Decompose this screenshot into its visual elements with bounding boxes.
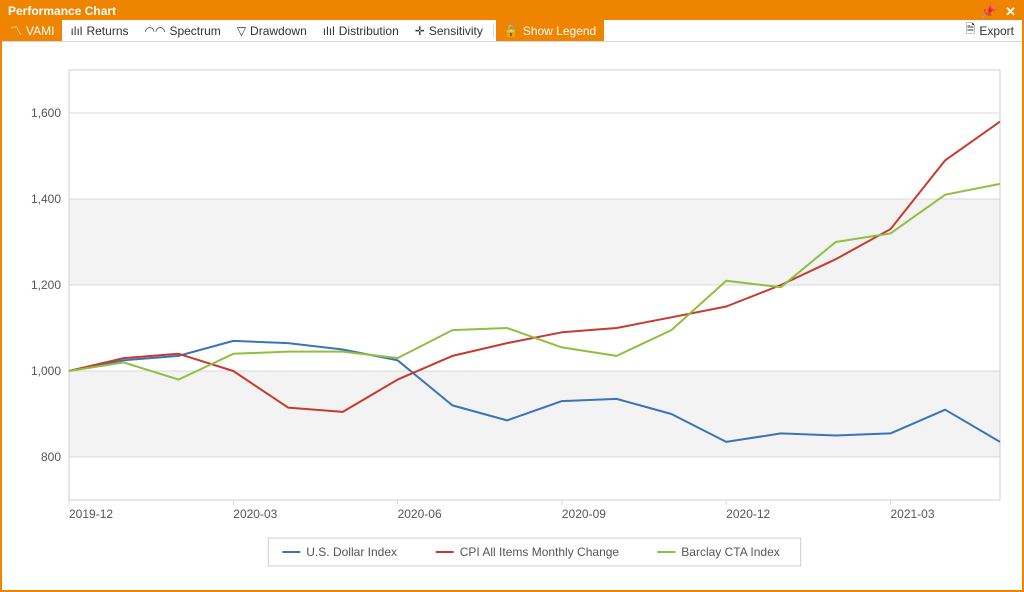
export-icon: 🗎 xyxy=(966,20,976,41)
tab-label: Spectrum xyxy=(169,24,220,38)
x-tick-label: 2021-03 xyxy=(890,507,934,521)
distribution-icon: ılıl xyxy=(323,24,335,38)
x-tick-label: 2020-03 xyxy=(233,507,277,521)
vami-icon: 〽 xyxy=(10,22,22,39)
tab-label: VAMI xyxy=(26,24,54,38)
lock-icon: 🔒 xyxy=(504,24,519,38)
x-tick-label: 2019-12 xyxy=(69,507,113,521)
y-tick-label: 1,600 xyxy=(31,106,61,120)
tab-label: Sensitivity xyxy=(429,24,483,38)
tab-label: Export xyxy=(979,24,1014,38)
spectrum-icon: ◠◠ xyxy=(145,24,166,38)
sensitivity-icon: ✛ xyxy=(415,24,425,38)
tab-spectrum[interactable]: ◠◠ Spectrum xyxy=(137,20,229,41)
toolbar-separator xyxy=(493,23,494,38)
tab-label: Returns xyxy=(86,24,128,38)
tab-distribution[interactable]: ılıl Distribution xyxy=(315,20,407,41)
returns-icon: ılıl xyxy=(70,24,82,38)
tab-label: Drawdown xyxy=(250,24,307,38)
pin-icon[interactable]: 📌 xyxy=(981,5,997,18)
drawdown-icon: ▽ xyxy=(237,24,246,38)
tab-returns[interactable]: ılıl Returns xyxy=(62,20,136,41)
titlebar: Performance Chart 📌 ✕ xyxy=(2,2,1022,20)
y-tick-label: 1,200 xyxy=(31,278,61,292)
x-tick-label: 2020-09 xyxy=(562,507,606,521)
export-button[interactable]: 🗎 Export xyxy=(958,20,1022,41)
chart-area: 800 1,000 1,200 1,400 1,600 2019-12 2020-03 202… xyxy=(2,42,1022,590)
tab-vami[interactable]: 〽 VAMI xyxy=(2,20,62,41)
x-tick-label: 2020-12 xyxy=(726,507,770,521)
legend-label: Barclay CTA Index xyxy=(681,545,779,559)
close-icon[interactable]: ✕ xyxy=(1005,5,1016,18)
y-tick-label: 800 xyxy=(41,450,61,464)
legend-label: CPI All Items Monthly Change xyxy=(460,545,620,559)
tab-sensitivity[interactable]: ✛ Sensitivity xyxy=(407,20,491,41)
x-tick-label: 2020-06 xyxy=(398,507,442,521)
performance-chart-window: Performance Chart 📌 ✕ 〽 VAMI ılıl Return… xyxy=(0,0,1024,592)
y-tick-label: 1,400 xyxy=(31,192,61,206)
legend-label: U.S. Dollar Index xyxy=(306,545,397,559)
line-chart: 800 1,000 1,200 1,400 1,600 2019-12 2020-03 202… xyxy=(14,52,1010,580)
tab-label: Distribution xyxy=(339,24,399,38)
tab-label: Show Legend xyxy=(523,24,596,38)
show-legend-button[interactable]: 🔒 Show Legend xyxy=(496,20,604,41)
window-title: Performance Chart xyxy=(8,4,116,18)
y-tick-label: 1,000 xyxy=(31,364,61,378)
tab-drawdown[interactable]: ▽ Drawdown xyxy=(229,20,315,41)
toolbar: 〽 VAMI ılıl Returns ◠◠ Spectrum ▽ Drawdo… xyxy=(2,20,1022,42)
